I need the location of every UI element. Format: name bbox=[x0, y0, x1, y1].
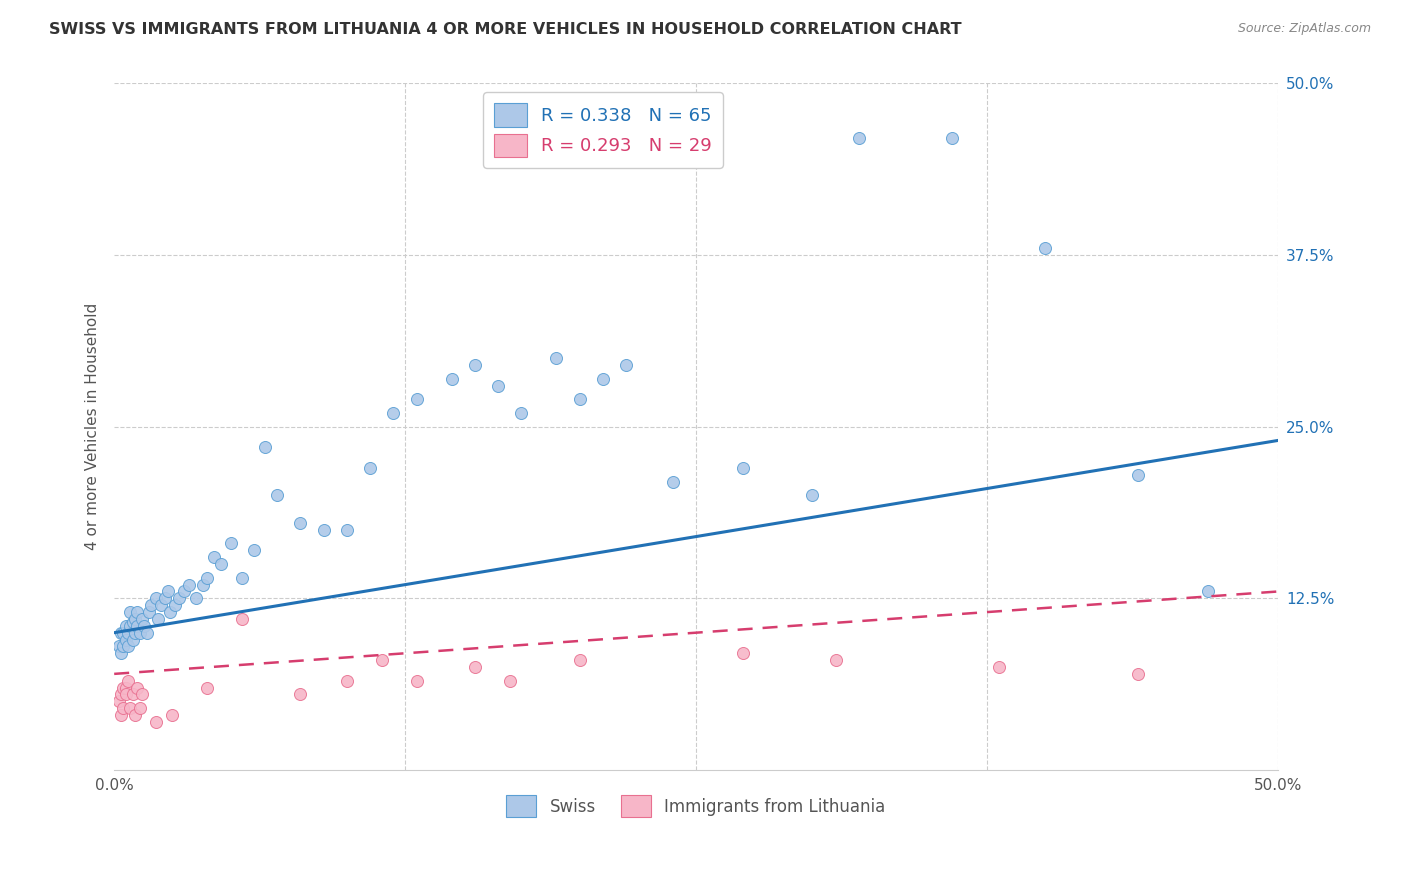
Point bbox=[848, 131, 870, 145]
Text: SWISS VS IMMIGRANTS FROM LITHUANIA 4 OR MORE VEHICLES IN HOUSEHOLD CORRELATION C: SWISS VS IMMIGRANTS FROM LITHUANIA 4 OR … bbox=[49, 22, 962, 37]
Point bbox=[134, 619, 156, 633]
Point bbox=[128, 701, 150, 715]
Point bbox=[114, 632, 136, 647]
Point bbox=[440, 372, 463, 386]
Point bbox=[184, 591, 207, 606]
Point bbox=[359, 461, 381, 475]
Point bbox=[149, 599, 172, 613]
Point bbox=[131, 612, 153, 626]
Point bbox=[243, 543, 266, 558]
Point bbox=[266, 488, 288, 502]
Point bbox=[254, 440, 277, 454]
Point bbox=[510, 406, 533, 420]
Point bbox=[231, 571, 253, 585]
Point bbox=[568, 392, 591, 407]
Point bbox=[290, 688, 312, 702]
Point bbox=[1197, 584, 1219, 599]
Point bbox=[662, 475, 685, 489]
Point bbox=[124, 708, 146, 723]
Point bbox=[155, 591, 177, 606]
Point bbox=[124, 625, 146, 640]
Point bbox=[371, 653, 394, 667]
Point bbox=[731, 646, 754, 660]
Point bbox=[941, 131, 963, 145]
Point bbox=[173, 584, 195, 599]
Point bbox=[568, 653, 591, 667]
Point bbox=[987, 660, 1010, 674]
Point bbox=[592, 372, 614, 386]
Point bbox=[195, 681, 218, 695]
Point bbox=[614, 358, 637, 372]
Point bbox=[546, 351, 568, 365]
Point bbox=[464, 358, 486, 372]
Point bbox=[169, 591, 191, 606]
Point bbox=[1128, 666, 1150, 681]
Point bbox=[202, 550, 225, 565]
Point bbox=[312, 523, 335, 537]
Point bbox=[127, 619, 149, 633]
Point bbox=[131, 688, 153, 702]
Point bbox=[801, 488, 824, 502]
Point bbox=[112, 625, 135, 640]
Point bbox=[382, 406, 405, 420]
Point bbox=[162, 708, 184, 723]
Point bbox=[1128, 467, 1150, 482]
Point bbox=[128, 625, 150, 640]
Point bbox=[486, 378, 509, 392]
Point bbox=[159, 605, 181, 619]
Point bbox=[290, 516, 312, 530]
Point bbox=[120, 605, 142, 619]
Point bbox=[195, 571, 218, 585]
Text: Source: ZipAtlas.com: Source: ZipAtlas.com bbox=[1237, 22, 1371, 36]
Point bbox=[148, 612, 170, 626]
Point bbox=[108, 694, 131, 708]
Point bbox=[110, 708, 132, 723]
Point bbox=[219, 536, 242, 550]
Point bbox=[114, 681, 136, 695]
Point bbox=[112, 701, 135, 715]
Point bbox=[120, 619, 142, 633]
Point bbox=[824, 653, 846, 667]
Point bbox=[138, 605, 160, 619]
Legend: Swiss, Immigrants from Lithuania: Swiss, Immigrants from Lithuania bbox=[499, 789, 893, 823]
Point bbox=[117, 673, 139, 688]
Point bbox=[209, 557, 232, 571]
Point bbox=[405, 392, 427, 407]
Point bbox=[117, 640, 139, 654]
Point bbox=[405, 673, 427, 688]
Point bbox=[127, 681, 149, 695]
Point bbox=[191, 577, 214, 591]
Point bbox=[110, 688, 132, 702]
Point bbox=[163, 599, 186, 613]
Point bbox=[731, 461, 754, 475]
Point bbox=[231, 612, 253, 626]
Point bbox=[141, 599, 163, 613]
Point bbox=[110, 646, 132, 660]
Point bbox=[135, 625, 157, 640]
Point bbox=[117, 625, 139, 640]
Point bbox=[156, 584, 179, 599]
Point bbox=[108, 640, 131, 654]
Point bbox=[127, 605, 149, 619]
Point bbox=[336, 523, 359, 537]
Point bbox=[121, 632, 143, 647]
Point bbox=[121, 615, 143, 629]
Point bbox=[464, 660, 486, 674]
Point bbox=[145, 591, 167, 606]
Point bbox=[114, 688, 136, 702]
Point bbox=[114, 619, 136, 633]
Point bbox=[145, 714, 167, 729]
Point bbox=[112, 640, 135, 654]
Point bbox=[110, 625, 132, 640]
Point bbox=[120, 701, 142, 715]
Point bbox=[1033, 241, 1056, 255]
Point bbox=[499, 673, 522, 688]
Point bbox=[112, 681, 135, 695]
Point bbox=[121, 688, 143, 702]
Point bbox=[124, 612, 146, 626]
Point bbox=[177, 577, 200, 591]
Y-axis label: 4 or more Vehicles in Household: 4 or more Vehicles in Household bbox=[86, 303, 100, 550]
Point bbox=[336, 673, 359, 688]
